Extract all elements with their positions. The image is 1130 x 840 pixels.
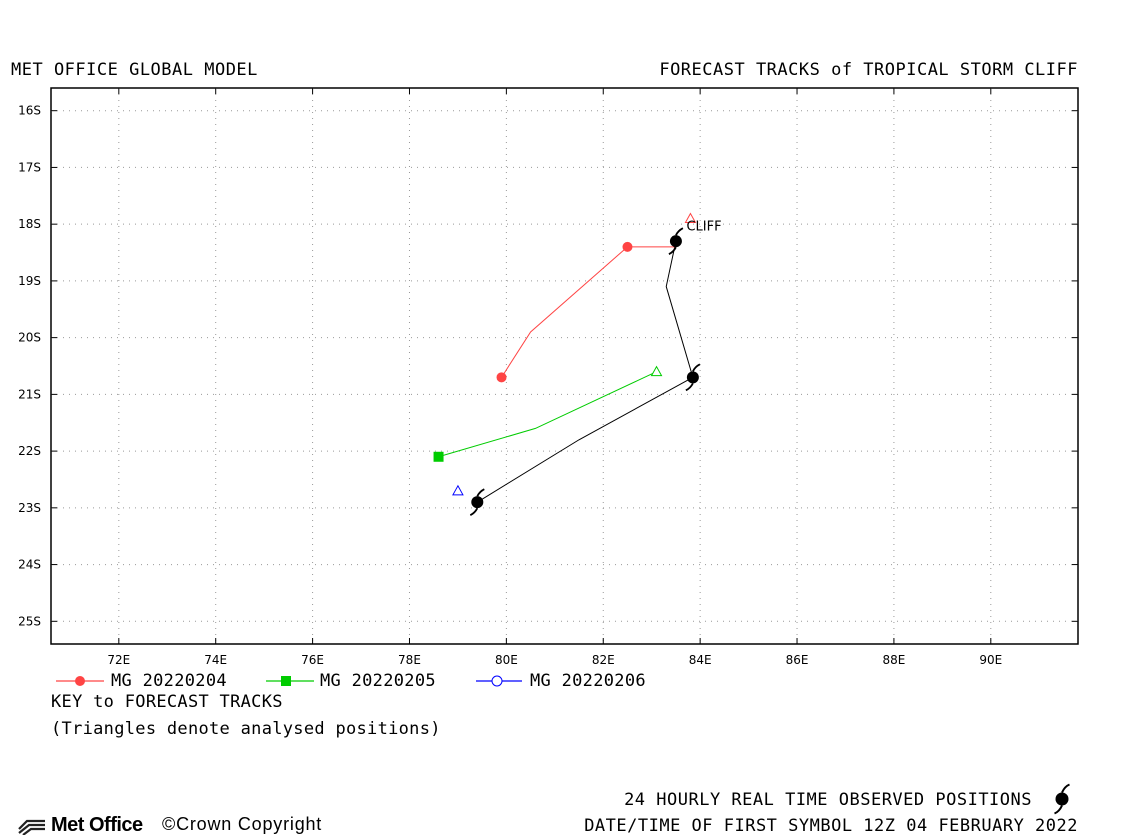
tick-label-lat: 22S bbox=[18, 444, 41, 458]
forecast-marker-circle bbox=[496, 372, 507, 383]
first-symbol-datetime: DATE/TIME OF FIRST SYMBOL 12Z 04 FEBRUAR… bbox=[584, 816, 1078, 836]
tick-label-lon: 84E bbox=[689, 653, 712, 667]
tick-label-lon: 74E bbox=[204, 653, 227, 667]
tick-label-lon: 82E bbox=[592, 653, 615, 667]
tick-layer bbox=[51, 88, 1078, 644]
analysed-position-triangle bbox=[452, 484, 464, 496]
tick-label-lon: 88E bbox=[882, 653, 905, 667]
legend-green-square-icon bbox=[281, 676, 291, 686]
legend-note: (Triangles denote analysed positions) bbox=[51, 719, 441, 739]
header-right-title: FORECAST TRACKS of TROPICAL STORM CLIFF bbox=[659, 60, 1078, 80]
cyclone-symbol-arm bbox=[469, 507, 479, 516]
tick-label-lat: 25S bbox=[18, 614, 41, 628]
legend-blue-circle-icon bbox=[491, 675, 503, 687]
forecast-track-line bbox=[438, 371, 657, 458]
cyclone-symbol-arm bbox=[668, 246, 677, 255]
cyclone-symbol-core bbox=[669, 235, 682, 248]
legend-red-circle-icon bbox=[75, 676, 85, 686]
map-frame bbox=[50, 87, 1079, 645]
tick-label-lon: 90E bbox=[979, 653, 1002, 667]
cyclone-symbol bbox=[469, 488, 485, 516]
label-layer: 72E 74E 76E 78E 80E 82E 84E 86E 88E 90E 16S 17S 18S 1… bbox=[18, 104, 1002, 667]
cyclone-symbol-icon bbox=[1054, 783, 1070, 815]
forecast-marker-square bbox=[433, 451, 444, 462]
tick-label-lat: 24S bbox=[18, 558, 41, 572]
tick-label-lat: 21S bbox=[18, 387, 41, 401]
legend-title: KEY to FORECAST TRACKS bbox=[51, 692, 283, 712]
analysed-position-triangle bbox=[684, 212, 697, 223]
tick-label-lon: 78E bbox=[398, 653, 421, 667]
header-left-title: MET OFFICE GLOBAL MODEL bbox=[11, 60, 258, 80]
cyclone-symbol-core bbox=[686, 371, 699, 384]
analysed-position-triangle bbox=[650, 365, 663, 377]
legend-item-3: MG 20220206 bbox=[530, 671, 646, 691]
forecast-track-line bbox=[501, 246, 676, 378]
observed-positions-text: 24 HOURLY REAL TIME OBSERVED POSITIONS bbox=[624, 790, 1032, 810]
met-office-swoosh-icon bbox=[18, 819, 45, 835]
tick-label-lat: 18S bbox=[18, 217, 41, 231]
tick-label-lon: 80E bbox=[495, 653, 518, 667]
tick-label-lat: 23S bbox=[18, 501, 41, 515]
cyclone-symbol-arm bbox=[476, 488, 485, 497]
cyclone-symbol-core bbox=[471, 496, 484, 509]
cyclone-symbol-arm bbox=[675, 227, 684, 236]
cyclone-symbol-arm bbox=[685, 382, 694, 392]
legend: MG 20220204 MG 20220205 MG 20220206 bbox=[56, 671, 676, 691]
forecast-marker-circle bbox=[622, 241, 633, 252]
tick-label-lon: 72E bbox=[107, 653, 130, 667]
legend-markers bbox=[56, 675, 522, 687]
tick-label-lon: 86E bbox=[786, 653, 809, 667]
tick-label-lat: 20S bbox=[18, 331, 41, 345]
met-office-logo: Met Office bbox=[17, 812, 143, 838]
storm-name-label: CLIFF bbox=[686, 219, 721, 234]
logo-text: Met Office bbox=[51, 813, 143, 836]
track-layer bbox=[433, 212, 701, 516]
cyclone-symbol bbox=[685, 363, 701, 392]
copyright-text: ©Crown Copyright bbox=[162, 814, 323, 834]
cyclone-symbol-arm bbox=[692, 363, 701, 372]
tick-label-lat: 16S bbox=[18, 104, 41, 118]
cyclone-symbol bbox=[668, 227, 684, 255]
tick-label-lon: 76E bbox=[301, 653, 324, 667]
legend-item-2: MG 20220205 bbox=[320, 671, 436, 691]
legend-item-1: MG 20220204 bbox=[111, 671, 227, 691]
tick-label-lat: 17S bbox=[18, 160, 41, 174]
tick-label-lat: 19S bbox=[18, 274, 41, 288]
